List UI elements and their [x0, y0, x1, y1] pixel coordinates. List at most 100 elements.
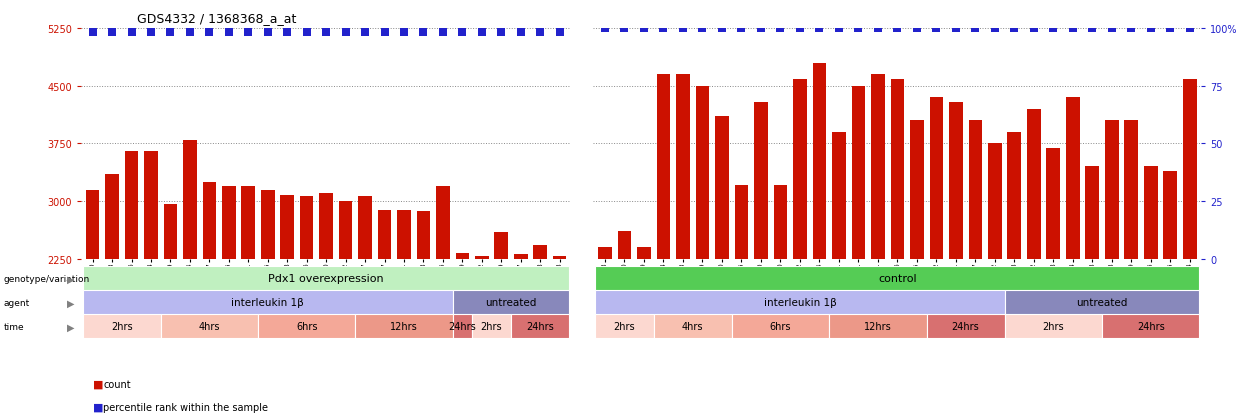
- Bar: [852, 86, 865, 259]
- Bar: [242, 186, 255, 413]
- Point: [122, 29, 142, 36]
- Point: [906, 26, 926, 32]
- Bar: [453, 291, 569, 315]
- Text: 12hrs: 12hrs: [390, 322, 418, 332]
- Bar: [144, 152, 158, 413]
- Bar: [949, 102, 962, 259]
- Point: [296, 29, 316, 36]
- Bar: [989, 144, 1002, 259]
- Point: [1180, 26, 1200, 32]
- Point: [199, 29, 219, 36]
- Bar: [258, 315, 355, 339]
- Point: [615, 26, 635, 32]
- Point: [238, 29, 258, 36]
- Bar: [595, 291, 1005, 315]
- Bar: [533, 245, 547, 413]
- Text: 2hrs: 2hrs: [481, 322, 503, 332]
- Bar: [222, 186, 235, 413]
- Text: 4hrs: 4hrs: [199, 322, 220, 332]
- Point: [1082, 26, 1102, 32]
- Bar: [300, 196, 314, 413]
- Bar: [910, 121, 924, 259]
- Bar: [163, 205, 177, 413]
- Point: [674, 26, 693, 32]
- Bar: [926, 315, 1005, 339]
- Bar: [654, 315, 732, 339]
- Bar: [1066, 98, 1079, 259]
- Text: percentile rank within the sample: percentile rank within the sample: [103, 402, 269, 412]
- Bar: [735, 185, 748, 259]
- Text: 2hrs: 2hrs: [111, 322, 133, 332]
- Point: [316, 29, 336, 36]
- Point: [946, 26, 966, 32]
- Bar: [203, 183, 217, 413]
- Point: [1122, 26, 1142, 32]
- Point: [1140, 26, 1160, 32]
- Point: [102, 29, 122, 36]
- Bar: [1102, 315, 1199, 339]
- Point: [258, 29, 278, 36]
- Bar: [1007, 133, 1021, 259]
- Bar: [456, 254, 469, 413]
- Point: [965, 26, 985, 32]
- Bar: [773, 185, 787, 259]
- Text: 6hrs: 6hrs: [296, 322, 317, 332]
- Point: [355, 29, 375, 36]
- Text: 24hrs: 24hrs: [1137, 322, 1164, 332]
- Bar: [598, 248, 611, 259]
- Bar: [553, 256, 566, 413]
- Bar: [397, 211, 411, 413]
- Bar: [510, 315, 569, 339]
- Text: interleukin 1β: interleukin 1β: [232, 298, 304, 308]
- Text: untreated: untreated: [486, 298, 537, 308]
- Bar: [696, 86, 710, 259]
- Bar: [514, 254, 528, 413]
- Bar: [472, 315, 510, 339]
- Bar: [754, 102, 768, 259]
- Text: ■: ■: [93, 379, 103, 389]
- Point: [1102, 26, 1122, 32]
- Bar: [969, 121, 982, 259]
- Bar: [1106, 121, 1118, 259]
- Text: 24hrs: 24hrs: [527, 322, 554, 332]
- Point: [809, 26, 829, 32]
- Point: [595, 26, 615, 32]
- Text: interleukin 1β: interleukin 1β: [763, 298, 837, 308]
- Point: [413, 29, 433, 36]
- Point: [848, 26, 868, 32]
- Bar: [83, 291, 453, 315]
- Text: time: time: [4, 322, 25, 331]
- Bar: [476, 257, 488, 413]
- Point: [751, 26, 771, 32]
- Bar: [1183, 80, 1196, 259]
- Text: 24hrs: 24hrs: [448, 322, 477, 332]
- Point: [530, 29, 550, 36]
- Point: [550, 29, 570, 36]
- Bar: [595, 315, 654, 339]
- Bar: [1027, 109, 1041, 259]
- Bar: [86, 190, 100, 413]
- Point: [161, 29, 181, 36]
- Point: [141, 29, 161, 36]
- Text: 6hrs: 6hrs: [769, 322, 791, 332]
- Bar: [124, 152, 138, 413]
- Bar: [106, 175, 118, 413]
- Bar: [83, 315, 161, 339]
- Text: 2hrs: 2hrs: [614, 322, 635, 332]
- Text: GDS4332 / 1368368_a_at: GDS4332 / 1368368_a_at: [137, 12, 296, 25]
- Bar: [261, 190, 275, 413]
- Bar: [1005, 315, 1102, 339]
- Point: [985, 26, 1005, 32]
- Bar: [183, 140, 197, 413]
- Point: [791, 26, 810, 32]
- Bar: [637, 248, 651, 259]
- Point: [82, 29, 102, 36]
- Bar: [930, 98, 944, 259]
- Bar: [319, 194, 332, 413]
- Point: [712, 26, 732, 32]
- Point: [732, 26, 752, 32]
- Text: 2hrs: 2hrs: [1042, 322, 1064, 332]
- Point: [452, 29, 472, 36]
- Text: genotype/variation: genotype/variation: [4, 274, 90, 283]
- Bar: [813, 64, 827, 259]
